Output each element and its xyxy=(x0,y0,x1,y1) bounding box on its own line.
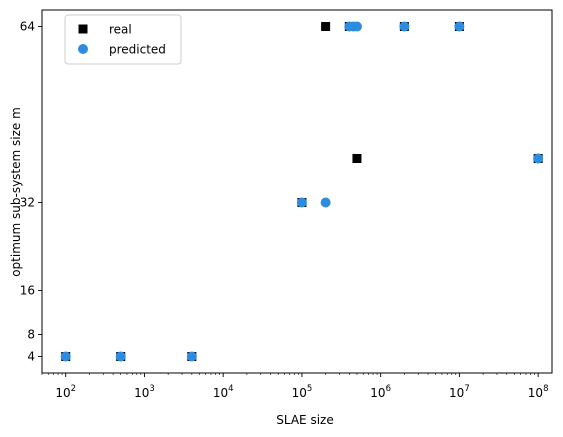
x-tick-label: 108 xyxy=(528,384,549,400)
predicted-point xyxy=(60,351,71,362)
y-axis-ticks: 4 8 16 32 64 xyxy=(20,20,42,364)
data-marks xyxy=(60,21,544,362)
x-tick-label: 103 xyxy=(134,384,155,400)
predicted-point xyxy=(454,21,465,32)
x-tick-label: 106 xyxy=(370,384,391,400)
predicted-point xyxy=(186,351,197,362)
y-tick-label: 64 xyxy=(20,20,35,34)
plot-frame xyxy=(41,9,553,374)
x-axis-ticks: 102 103 104 105 106 107 108 xyxy=(41,373,549,400)
predicted-point xyxy=(320,197,331,208)
series-predicted xyxy=(60,21,544,362)
y-tick-label: 32 xyxy=(20,196,35,210)
x-tick-label: 102 xyxy=(55,384,76,400)
x-tick-label: 107 xyxy=(449,384,470,400)
x-tick-label: 104 xyxy=(213,384,234,400)
legend-label-predicted: predicted xyxy=(109,43,166,57)
legend-marker-predicted xyxy=(78,44,88,54)
y-tick-label: 16 xyxy=(20,284,35,298)
plot-background xyxy=(42,10,552,373)
y-axis-label: optimum sub-system size m xyxy=(9,107,23,277)
predicted-point xyxy=(296,197,307,208)
legend: real predicted xyxy=(64,14,182,65)
y-tick-label: 8 xyxy=(27,328,35,342)
x-tick-label: 105 xyxy=(292,384,313,400)
predicted-point xyxy=(351,21,362,32)
predicted-point xyxy=(115,351,126,362)
predicted-point xyxy=(399,21,410,32)
x-axis-label: SLAE size xyxy=(276,413,333,427)
real-point xyxy=(352,154,362,163)
legend-label-real: real xyxy=(109,23,132,37)
legend-marker-real xyxy=(78,24,88,34)
real-point xyxy=(321,22,331,31)
legend-frame xyxy=(64,14,182,65)
y-tick-label: 4 xyxy=(27,350,35,364)
predicted-point xyxy=(533,153,544,164)
